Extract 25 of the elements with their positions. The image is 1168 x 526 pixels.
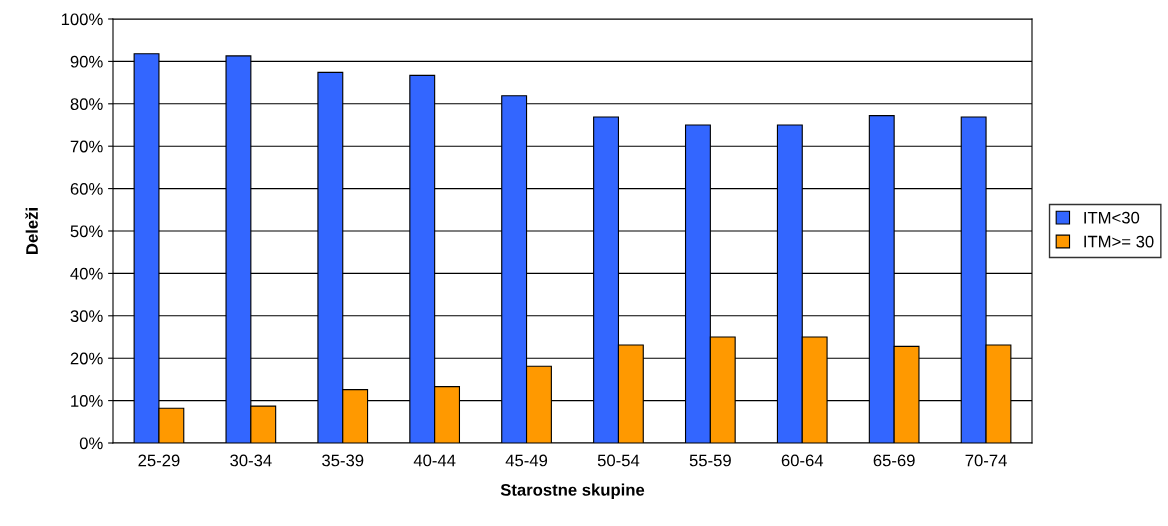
y-tick-label: 90% bbox=[70, 55, 103, 68]
x-tick-label: 60-64 bbox=[781, 454, 824, 467]
x-tick-label: 35-39 bbox=[322, 454, 364, 467]
x-tick-label: 50-54 bbox=[597, 454, 640, 467]
x-tick-label: 70-74 bbox=[965, 454, 1007, 467]
y-tick-label: 60% bbox=[70, 183, 103, 195]
x-tick-label: 55-59 bbox=[689, 454, 731, 467]
y-tick-label: 80% bbox=[70, 98, 103, 110]
x-tick-label: 30-34 bbox=[230, 454, 272, 467]
y-tick-label: 10% bbox=[71, 395, 103, 407]
x-tick-label: 40-44 bbox=[413, 454, 456, 467]
legend-label: ITM<30 bbox=[1084, 211, 1140, 224]
legend-label: ITM>= 30 bbox=[1084, 235, 1154, 248]
y-tick-label: 20% bbox=[70, 352, 103, 365]
y-tick-label: 70% bbox=[70, 140, 103, 153]
x-axis-title: Starostne skupine bbox=[500, 483, 645, 500]
y-tick-label: 40% bbox=[70, 267, 103, 280]
y-tick-label: 50% bbox=[70, 225, 103, 238]
x-tick-label: 65-69 bbox=[873, 454, 915, 467]
x-tick-label: 45-49 bbox=[505, 454, 548, 467]
y-tick-label: 0% bbox=[79, 437, 103, 450]
x-tick-label: 25-29 bbox=[138, 454, 180, 467]
y-tick-label: 30% bbox=[70, 310, 103, 322]
y-axis-title: Deleži bbox=[25, 208, 38, 254]
y-tick-label: 100% bbox=[61, 13, 103, 26]
